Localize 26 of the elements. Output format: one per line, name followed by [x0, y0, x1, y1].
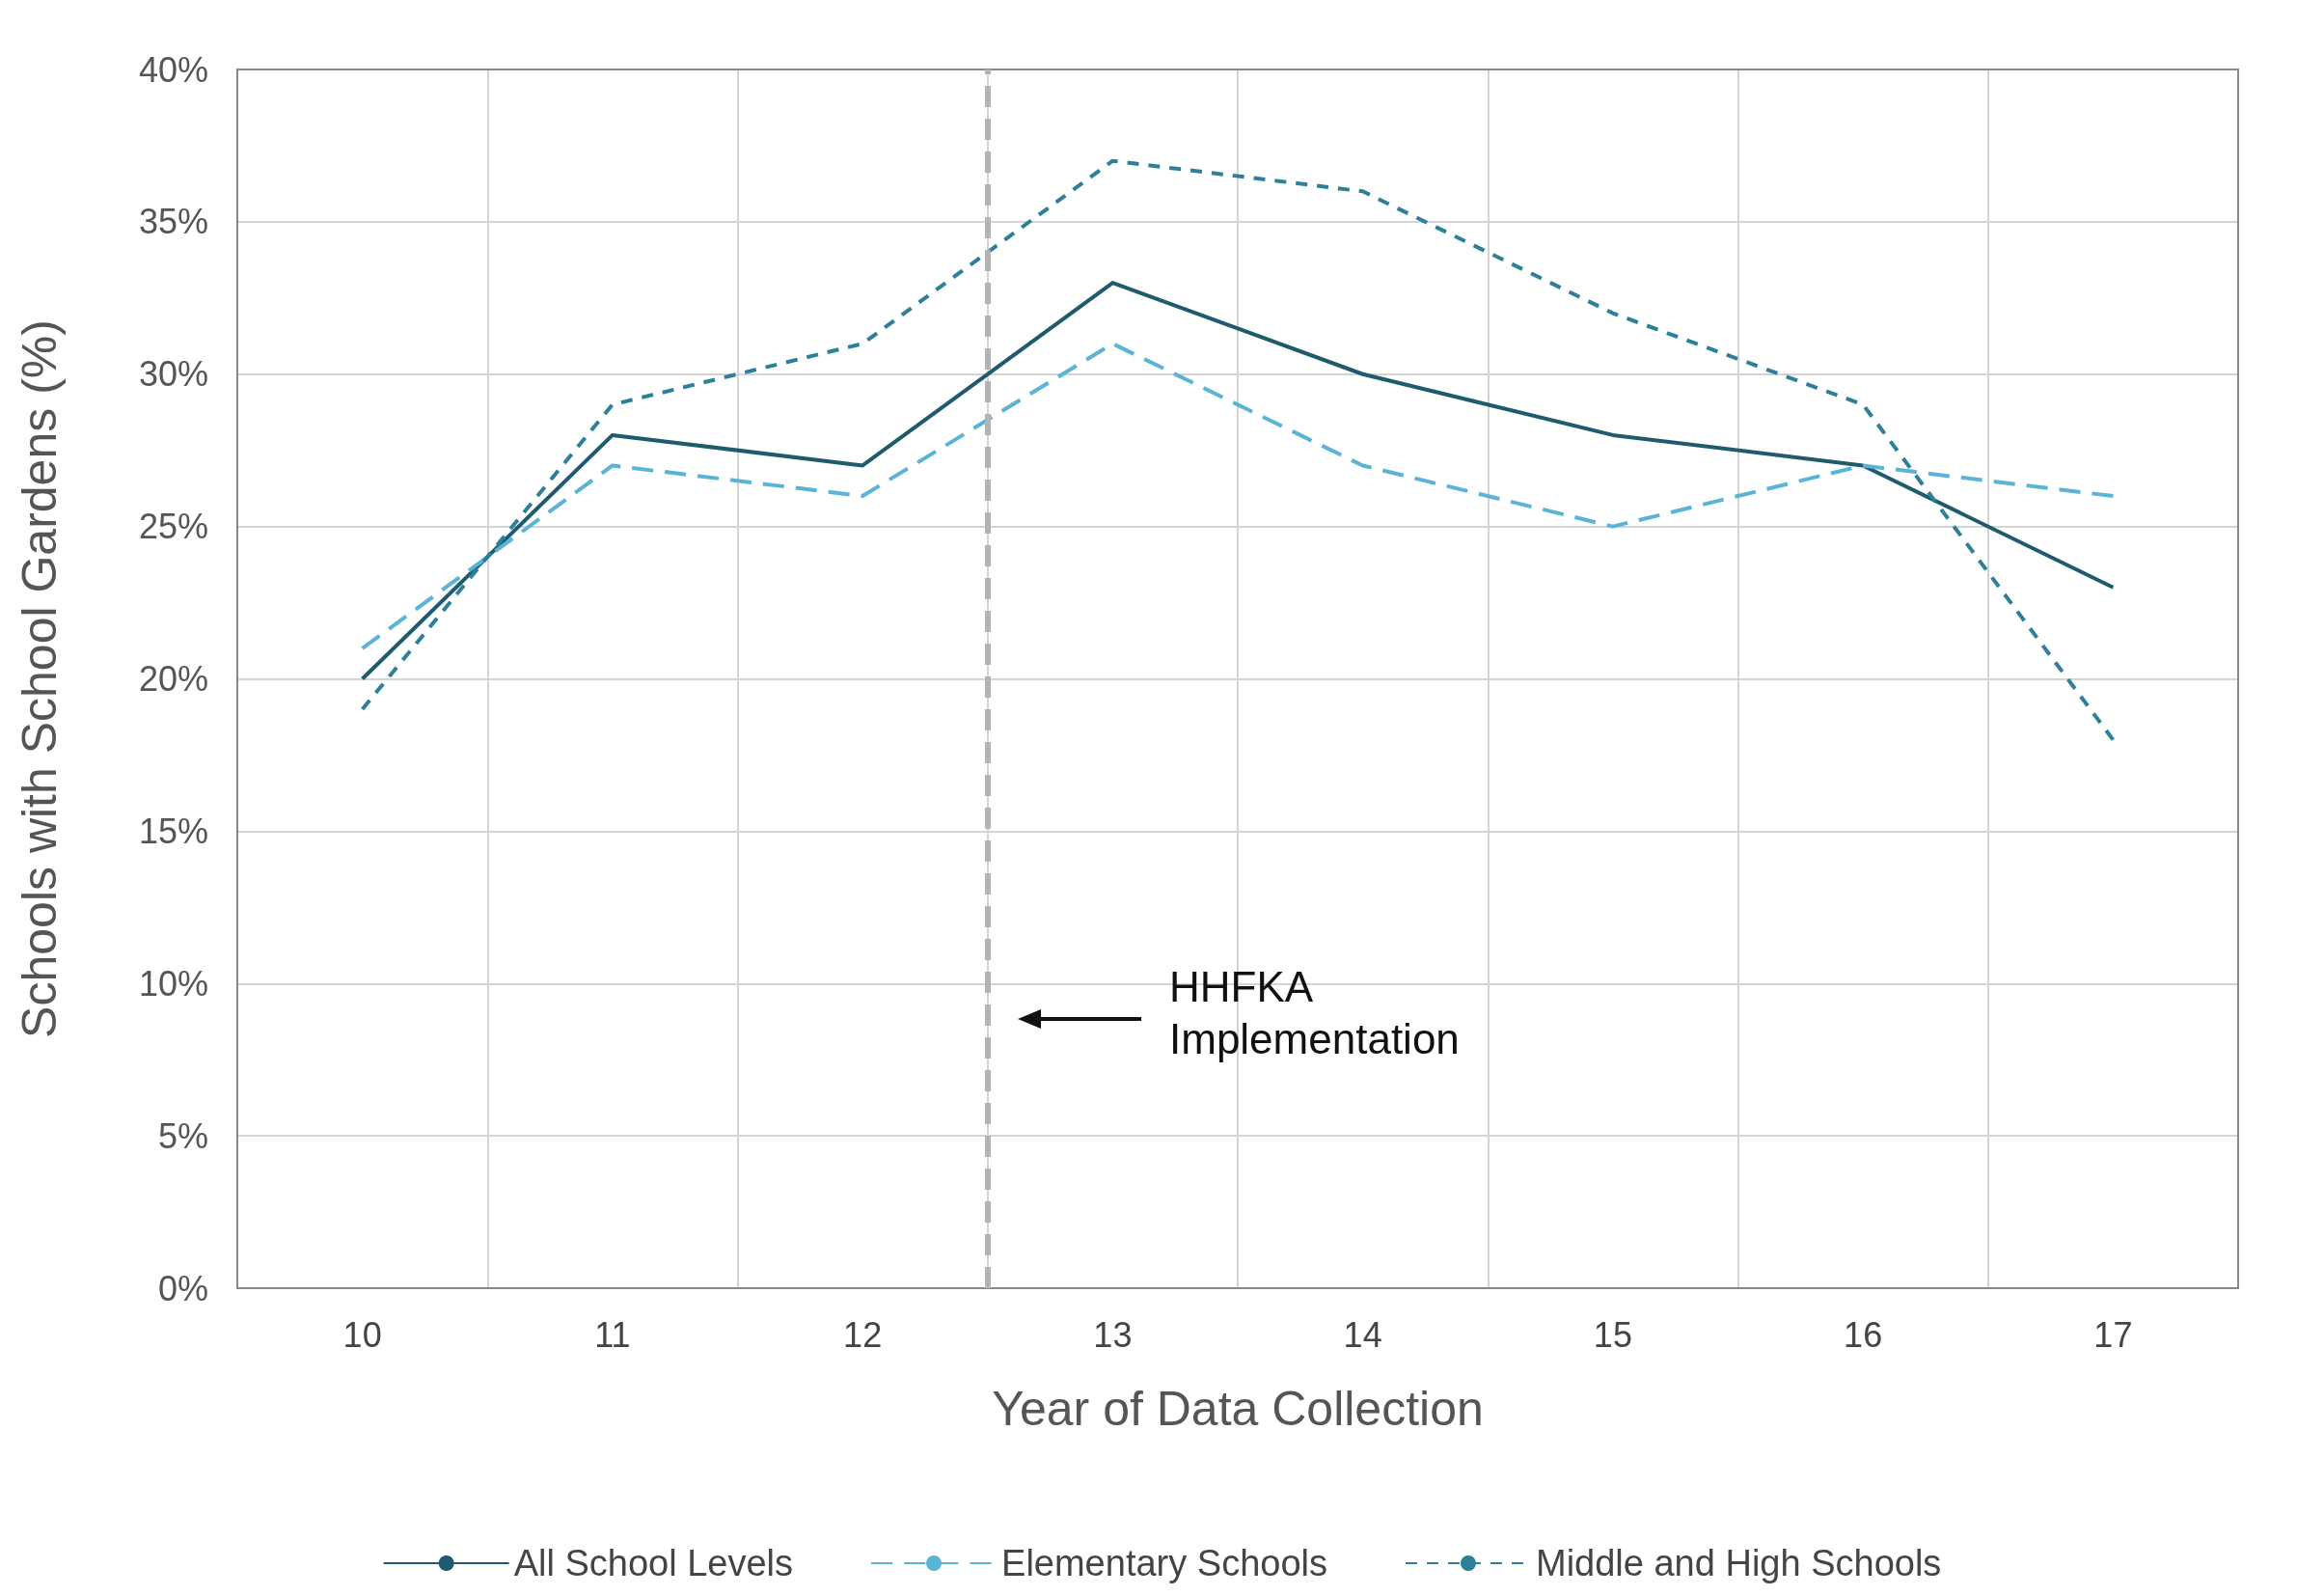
x-tick-label: 15 [1593, 1314, 1632, 1355]
annotation: HHFKA Implementation [1169, 962, 1460, 1062]
y-tick-label: 5% [157, 1115, 208, 1156]
x-tick-label: 12 [843, 1314, 883, 1355]
y-tick-label: 25% [138, 507, 208, 547]
legend-label: All School Levels [513, 1543, 794, 1583]
legend-label: Middle and High Schools [1535, 1543, 1942, 1583]
x-axis-title: Year of Data Collection [992, 1382, 1484, 1436]
y-tick-label: 10% [138, 963, 208, 1004]
x-tick-label: 13 [1093, 1314, 1133, 1355]
x-tick-label: 14 [1343, 1314, 1382, 1355]
x-tick-label: 11 [594, 1314, 631, 1355]
y-tick-label: 0% [157, 1268, 208, 1308]
y-tick-label: 35% [138, 202, 208, 242]
y-tick-label: 20% [138, 659, 208, 699]
x-tick-label: 17 [2093, 1314, 2133, 1355]
x-tick-label: 10 [342, 1314, 382, 1355]
y-tick-label: 15% [138, 811, 208, 851]
y-tick-label: 40% [138, 49, 208, 90]
line-series [360, 281, 2116, 681]
y-axis-title: Schools with School Gardens (%) [13, 319, 67, 1038]
line-series [360, 158, 2116, 742]
legend-label: Elementary Schools [1001, 1543, 1327, 1583]
line-series [360, 342, 2116, 650]
x-tick-label: 16 [1844, 1314, 1883, 1355]
y-tick-label: 30% [138, 354, 208, 395]
